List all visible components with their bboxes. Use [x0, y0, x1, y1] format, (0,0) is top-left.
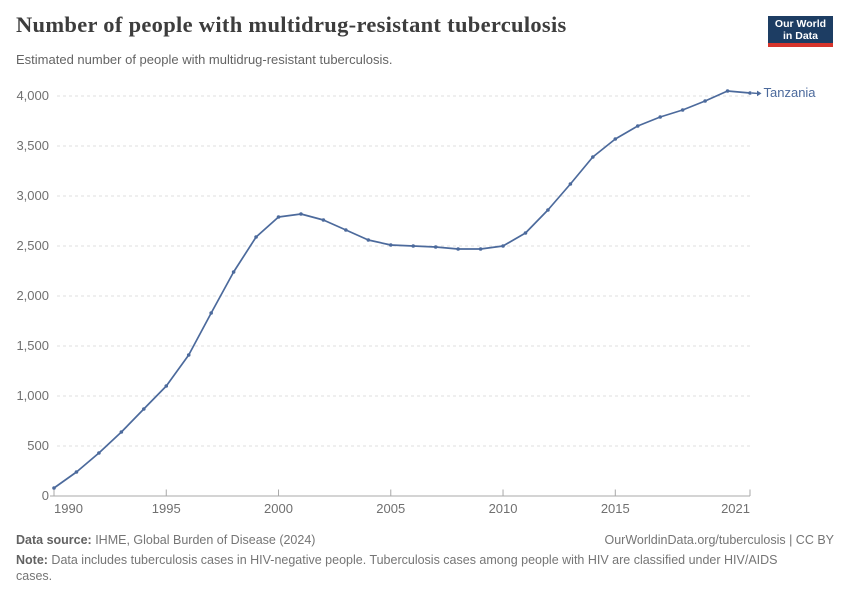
x-axis-label: 2021: [721, 501, 750, 516]
data-point-marker[interactable]: [433, 245, 438, 249]
chart-title: Number of people with multidrug-resistan…: [16, 12, 567, 37]
data-point-marker[interactable]: [321, 218, 326, 222]
x-axis-label: 1995: [151, 501, 181, 516]
chart-note: Note: Data includes tuberculosis cases i…: [16, 553, 788, 584]
data-point-marker[interactable]: [478, 247, 483, 251]
data-point-marker[interactable]: [501, 244, 505, 248]
data-point-marker[interactable]: [411, 244, 416, 248]
y-axis-label: 0: [41, 488, 49, 503]
footer-source-row: Data source: IHME, Global Burden of Dise…: [16, 533, 834, 548]
y-axis-label: 1,500: [16, 338, 49, 353]
logo-text-line2: in Data: [782, 29, 818, 42]
note-label: Note:: [16, 553, 48, 567]
source-value: IHME, Global Burden of Disease (2024): [91, 533, 316, 547]
data-point-marker[interactable]: [366, 238, 371, 242]
x-axis-label: 2005: [376, 501, 406, 516]
data-point-marker[interactable]: [344, 228, 348, 232]
series-end-label-tanzania[interactable]: Tanzania: [763, 85, 816, 100]
data-point-marker[interactable]: [523, 231, 528, 235]
x-axis-label: 1990: [54, 501, 83, 516]
data-point-marker[interactable]: [546, 208, 550, 212]
data-point-marker[interactable]: [388, 243, 393, 247]
attribution-link[interactable]: OurWorldinData.org/tuberculosis | CC BY: [604, 533, 835, 547]
note-text: Data includes tuberculosis cases in HIV-…: [16, 553, 778, 583]
y-axis-label: 500: [27, 438, 49, 453]
y-axis-label: 2,500: [16, 238, 49, 253]
data-point-marker[interactable]: [231, 270, 236, 274]
data-point-marker[interactable]: [186, 353, 191, 357]
y-axis-label: 2,000: [16, 288, 49, 303]
y-axis-label: 3,000: [16, 188, 49, 203]
logo-text-line1: Our World: [774, 17, 827, 30]
x-axis-label: 2000: [264, 501, 293, 516]
tanzania-line[interactable]: [53, 90, 751, 489]
data-point-marker[interactable]: [456, 247, 460, 251]
source-label: Data source:: [16, 533, 92, 547]
data-point-marker[interactable]: [119, 430, 124, 434]
data-point-marker[interactable]: [725, 89, 730, 93]
data-point-marker[interactable]: [658, 115, 662, 119]
data-point-marker[interactable]: [748, 91, 752, 95]
data-point-marker[interactable]: [164, 384, 169, 388]
data-point-marker[interactable]: [142, 407, 146, 411]
data-point-marker[interactable]: [97, 451, 101, 455]
data-point-marker[interactable]: [254, 235, 258, 239]
chart-subtitle: Estimated number of people with multidru…: [16, 52, 393, 67]
data-point-marker[interactable]: [613, 137, 618, 141]
data-point-marker[interactable]: [568, 182, 573, 186]
x-axis-label: 2015: [600, 501, 630, 516]
y-axis-label: 1,000: [16, 388, 49, 403]
data-point-marker[interactable]: [52, 486, 56, 490]
data-point-marker[interactable]: [703, 99, 707, 103]
data-point-marker[interactable]: [680, 108, 685, 112]
data-source-line: Data source: IHME, Global Burden of Dise…: [16, 533, 315, 548]
data-point-marker[interactable]: [299, 212, 303, 216]
data-point-marker[interactable]: [591, 155, 595, 159]
data-point-marker[interactable]: [209, 311, 213, 315]
data-point-marker[interactable]: [635, 124, 640, 128]
label-connector-arrow: [757, 90, 762, 97]
data-point-marker[interactable]: [74, 470, 79, 474]
y-axis-label: 4,000: [16, 88, 49, 103]
data-point-marker[interactable]: [276, 215, 281, 219]
x-axis-label: 2010: [488, 501, 518, 516]
owid-logo: Our World in Data: [768, 16, 833, 47]
y-axis-label: 3,500: [16, 138, 49, 153]
